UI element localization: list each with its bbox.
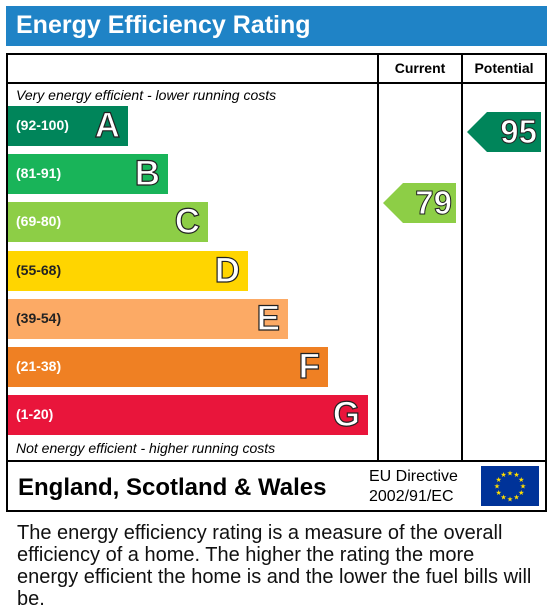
rating-arrow-potential: 95 <box>467 112 541 152</box>
band-c: (69-80) C <box>8 202 208 242</box>
rating-value-current: 79 <box>415 184 453 222</box>
flag-star: ★ <box>496 489 502 497</box>
flag-star: ★ <box>518 489 524 497</box>
band-a: (92-100) A <box>8 106 128 146</box>
flag-star: ★ <box>500 471 506 479</box>
band-range-label: (81-91) <box>16 165 62 181</box>
band-b: (81-91) B <box>8 154 168 194</box>
eu-flag-icon: ★ ★★★★★★★★★★★ <box>481 466 539 506</box>
rating-arrow-fill <box>467 112 541 152</box>
current-column-header: Current <box>394 60 446 76</box>
flag-star: ★ <box>494 482 500 490</box>
band-letter-label: D <box>214 251 240 290</box>
rating-arrow-fill <box>383 183 456 223</box>
band-range-label: (92-100) <box>16 117 69 133</box>
flag-star: ★ <box>513 494 519 502</box>
flag-star: ★ <box>500 494 506 502</box>
chart-title: Energy Efficiency Rating <box>16 11 311 39</box>
band-range-label: (69-80) <box>16 213 62 229</box>
band-letter-label: E <box>256 299 281 338</box>
rating-value-potential: 95 <box>500 113 538 151</box>
flag-star: ★ <box>496 476 502 484</box>
flag-star: ★ <box>507 469 513 477</box>
directive-line-2: 2002/91/EC <box>369 488 454 505</box>
band-g: (1-20) G <box>8 395 368 435</box>
rating-table-frame <box>6 53 547 512</box>
band-letter-label: F <box>298 347 321 386</box>
description-text: The energy efficiency rating is a measur… <box>17 522 532 610</box>
footer-country: England, Scotland & Wales <box>18 474 327 501</box>
flag-star: ★ <box>513 471 519 479</box>
rating-arrow-shape <box>383 183 456 223</box>
band-letter-label: G <box>332 395 360 434</box>
note-not-efficient: Not energy efficient - higher running co… <box>16 440 276 456</box>
rating-arrow-shape <box>467 112 541 152</box>
flag-star: ★ <box>507 495 513 503</box>
footer-directive: EU Directive 2002/91/EC <box>369 467 458 507</box>
note-very-efficient: Very energy efficient - lower running co… <box>16 87 277 103</box>
potential-column-header: Potential <box>474 60 534 76</box>
band-e: (39-54) E <box>8 299 288 339</box>
band-d: (55-68) D <box>8 251 248 291</box>
band-range-label: (39-54) <box>16 310 62 326</box>
footer-divider <box>6 460 547 462</box>
title-bar: Energy Efficiency Rating <box>6 6 547 46</box>
header-divider <box>6 82 547 84</box>
band-range-label: (21-38) <box>16 358 62 374</box>
flag-star: ★ <box>518 476 524 484</box>
band-letter-label: C <box>174 202 200 241</box>
band-letter-label: B <box>134 154 160 193</box>
band-letter-label: A <box>94 106 120 145</box>
flag-star: ★ <box>520 482 526 490</box>
flag-background <box>481 466 539 506</box>
current-column-divider <box>377 53 379 462</box>
band-f: (21-38) F <box>8 347 328 387</box>
rating-arrow-current: 79 <box>383 183 456 223</box>
band-range-label: (1-20) <box>16 406 54 422</box>
directive-line-1: EU Directive <box>369 468 458 485</box>
band-range-label: (55-68) <box>16 262 62 278</box>
potential-column-divider <box>461 53 463 462</box>
